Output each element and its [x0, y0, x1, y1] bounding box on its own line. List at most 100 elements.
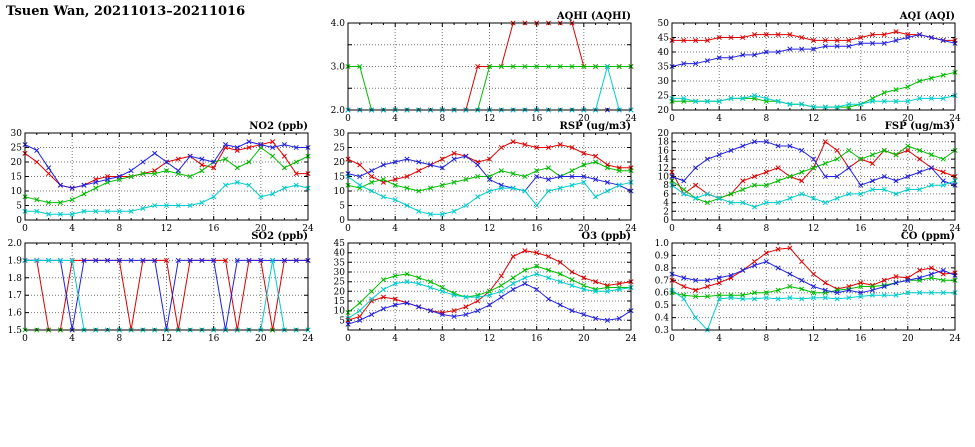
- plot-border: [24, 242, 309, 331]
- tick-label: 24: [949, 224, 961, 234]
- tick-label: 0: [345, 224, 351, 234]
- chart-aqi: 20 25 30 35 40 45 50 0 4 8 12 16 20 24 AQI (AQI): [644, 8, 961, 124]
- tick-label: 0.7: [655, 276, 670, 286]
- tick-label: 30: [11, 129, 23, 139]
- tick-label: 45: [334, 239, 346, 249]
- tick-label: 0.6: [655, 289, 670, 299]
- series-markers-green: [345, 159, 634, 194]
- tick-label: 16: [531, 334, 543, 344]
- tick-label: 12: [808, 114, 819, 124]
- tick-label: 2.0: [8, 239, 23, 249]
- series-cyan: [22, 179, 311, 217]
- tick-label: 16: [855, 334, 867, 344]
- tick-label: 24: [625, 114, 637, 124]
- tick-label: 1.7: [8, 291, 23, 301]
- tick-label: 4: [392, 224, 398, 234]
- tick-label: 30: [334, 268, 346, 278]
- tick-label: 8: [439, 224, 445, 234]
- tick-label: 1.8: [8, 274, 23, 284]
- tick-label: 0.5: [655, 301, 670, 311]
- tick-label: 20: [578, 334, 590, 344]
- chart-svg-rsp: 0 5 10 15 20 25 30 0 4 8 12 16 20 24 RSP (ug/m3): [334, 121, 637, 234]
- series-line-cyan: [347, 273, 632, 319]
- tick-label: 4.0: [331, 19, 346, 29]
- tick-label: 20: [334, 287, 346, 297]
- tick-label: 25: [334, 278, 346, 288]
- tick-label: 35: [334, 258, 346, 268]
- tick-label: 4: [392, 114, 398, 124]
- chart-title: AQHI (AQHI): [556, 11, 631, 22]
- tick-label: 20: [658, 106, 670, 116]
- tick-label: 12: [808, 334, 819, 344]
- tick-label: 12: [808, 224, 819, 234]
- tick-label: 8: [763, 114, 769, 124]
- series-cyan: [669, 178, 958, 210]
- tick-label: 24: [625, 334, 637, 344]
- series-line-blue: [347, 155, 632, 192]
- tick-label: 4: [69, 334, 75, 344]
- plot-border: [671, 132, 956, 221]
- page-title: Tsuen Wan, 20211013–20211016: [6, 4, 246, 19]
- chart-no2: 0 5 10 15 20 25 30 0 4 8 12 16 20 24 NO2 (ppb): [0, 118, 314, 234]
- tick-label: 0: [339, 216, 345, 226]
- tick-label: 0.4: [655, 314, 670, 324]
- tick-label: 20: [255, 334, 267, 344]
- chart-title: SO2 (ppb): [251, 231, 308, 242]
- tick-label: 20: [902, 334, 914, 344]
- chart-aqhi: 2.0 3.0 4.0 0 4 8 12 16 20 24 AQHI (AQHI): [320, 8, 637, 124]
- tick-label: 24: [302, 334, 314, 344]
- tick-label: 16: [208, 224, 220, 234]
- tick-label: 5: [339, 202, 345, 212]
- series-green: [345, 159, 634, 194]
- tick-label: 16: [855, 114, 867, 124]
- plot-border: [347, 242, 632, 331]
- tick-label: 20: [902, 224, 914, 234]
- tick-label: 20: [11, 158, 23, 168]
- chart-fsp: 0 2 4 6 8 10 12 14 16 18 20 0 4 8 12 16 20 24 FSP (ug/m3): [644, 118, 961, 234]
- series-markers-cyan: [22, 179, 311, 217]
- tick-label: 0: [345, 334, 351, 344]
- tick-label: 4: [663, 199, 669, 209]
- tick-label: 16: [855, 224, 867, 234]
- tick-label: 8: [663, 181, 669, 191]
- tick-label: 10: [11, 187, 23, 197]
- tick-label: 1.6: [8, 309, 23, 319]
- tick-label: 16: [531, 114, 543, 124]
- chart-svg-aqhi: 2.0 3.0 4.0 0 4 8 12 16 20 24 AQHI (AQHI): [331, 11, 637, 124]
- tick-label: 25: [334, 144, 346, 154]
- plot-border: [24, 132, 309, 221]
- tick-label: 5: [339, 316, 345, 326]
- tick-label: 25: [11, 144, 23, 154]
- tick-label: 16: [208, 334, 220, 344]
- tick-label: 4: [716, 114, 722, 124]
- tick-label: 1.0: [655, 239, 670, 249]
- tick-label: 12: [161, 334, 172, 344]
- tick-label: 0: [345, 114, 351, 124]
- tick-label: 30: [658, 77, 670, 87]
- chart-title: RSP (ug/m3): [560, 121, 631, 132]
- tick-label: 20: [902, 114, 914, 124]
- tick-label: 10: [334, 187, 346, 197]
- tick-label: 20: [334, 158, 346, 168]
- chart-so2: 1.5 1.6 1.7 1.8 1.9 2.0 0 4 8 12 16 20 24 SO2 (ppb): [0, 228, 314, 344]
- chart-o3: 5 10 15 20 25 30 35 40 45 0 4 8 12 16 20 24 O3 (ppb): [320, 228, 637, 344]
- tick-label: 0: [669, 224, 675, 234]
- chart-rsp: 0 5 10 15 20 25 30 0 4 8 12 16 20 24 RSP (ug/m3): [320, 118, 637, 234]
- tick-label: 0: [22, 334, 28, 344]
- tick-label: 40: [334, 249, 346, 259]
- series-line-red: [671, 247, 956, 291]
- tick-label: 24: [625, 224, 637, 234]
- tick-label: 24: [949, 334, 961, 344]
- chart-co: 0.3 0.4 0.5 0.6 0.7 0.8 0.9 1.0 0 4 8 12 16 20 24 CO (p…: [644, 228, 961, 344]
- tick-label: 24: [949, 114, 961, 124]
- chart-title: AQI (AQI): [899, 11, 955, 22]
- plot-border: [347, 22, 632, 111]
- chart-title: FSP (ug/m3): [885, 121, 955, 132]
- grid-lines: [671, 132, 956, 221]
- tick-label: 2: [663, 207, 669, 217]
- tick-label: 50: [658, 19, 670, 29]
- tick-label: 12: [658, 164, 669, 174]
- chart-svg-so2: 1.5 1.6 1.7 1.8 1.9 2.0 0 4 8 12 16 20 24 SO2 (ppb): [8, 231, 314, 344]
